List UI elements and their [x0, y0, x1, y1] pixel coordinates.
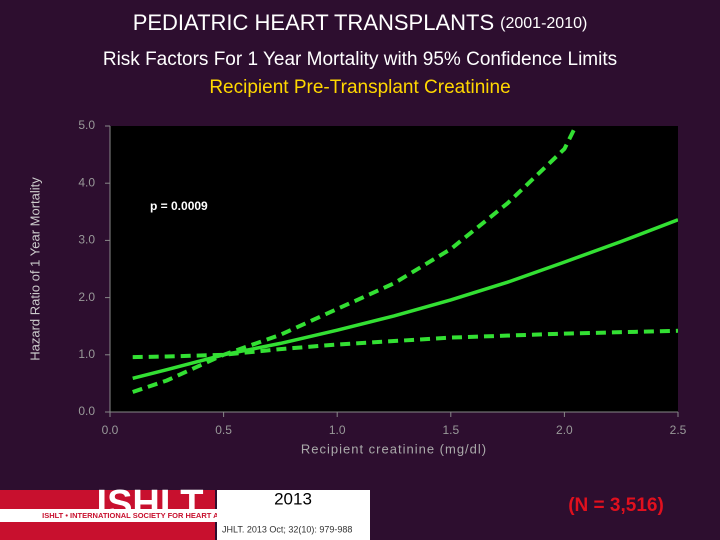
y-tick-label: 5.0	[78, 118, 95, 132]
footer-year: 2013	[274, 489, 312, 508]
x-axis-label: Recipient creatinine (mg/dl)	[301, 441, 487, 456]
chart-title: PEDIATRIC HEART TRANSPLANTS (2001-2010)	[133, 10, 588, 35]
title-years: (2001-2010)	[500, 15, 587, 32]
citation: JHLT. 2013 Oct; 32(10): 979-988	[222, 524, 352, 534]
y-tick-label: 2.0	[78, 290, 95, 304]
annotation: p = 0.0009	[150, 199, 208, 213]
y-tick-label: 1.0	[78, 347, 95, 361]
confidence-line	[132, 328, 678, 360]
society-text: ISHLT • INTERNATIONAL SOCIETY FOR HEART …	[42, 511, 328, 520]
footer: ISHLT ISHLT • INTERNATIONAL SOCIETY FOR …	[0, 483, 664, 540]
estimate-line	[132, 218, 678, 380]
citation-box	[217, 490, 370, 540]
subtitle-2: Recipient Pre-Transplant Creatinine	[209, 77, 510, 98]
n-count: (N = 3,516)	[568, 495, 664, 516]
x-tick-label: 1.5	[442, 423, 459, 437]
x-tick-label: 2.5	[670, 423, 687, 437]
x-tick-label: 2.0	[556, 423, 573, 437]
y-tick-label: 4.0	[78, 175, 95, 189]
plot-area	[110, 126, 678, 412]
x-tick-label: 1.0	[329, 423, 346, 437]
confidence-line	[132, 126, 578, 394]
x-tick-label: 0.0	[102, 423, 119, 437]
title-main: PEDIATRIC HEART TRANSPLANTS	[133, 10, 494, 35]
y-axis-label: Hazard Ratio of 1 Year Mortality	[27, 177, 42, 361]
y-tick-label: 3.0	[78, 233, 95, 247]
x-tick-label: 0.5	[215, 423, 232, 437]
lines	[132, 126, 678, 394]
y-tick-label: 0.0	[78, 404, 95, 418]
subtitle: Risk Factors For 1 Year Mortality with 9…	[103, 49, 617, 70]
